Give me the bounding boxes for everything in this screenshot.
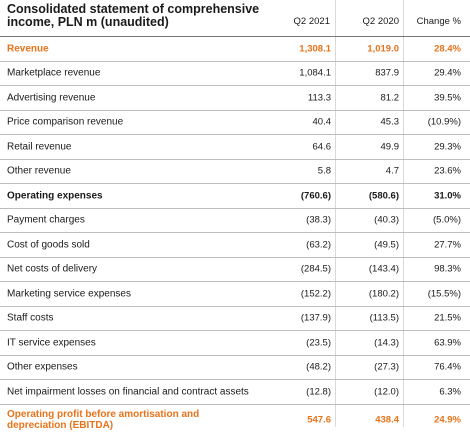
value-change: 39.5% [434, 92, 461, 104]
table-row: Price comparison revenue 40.4 45.3 (10.9… [0, 111, 470, 135]
table-row: Cost of goods sold (63.2) (49.5) 27.7% [0, 233, 470, 258]
value-change: 21.5% [434, 312, 461, 324]
value-q2-2020: (27.3) [374, 361, 399, 373]
value-change: (10.9%) [427, 116, 461, 128]
column-header-q2-2020: Q2 2020 [362, 16, 399, 27]
column-header-change: Change % [416, 16, 461, 27]
value-q2-2020: 45.3 [380, 116, 400, 128]
table-row-revenue: Revenue 1,308.1 1,019.0 28.4% [0, 37, 470, 62]
value-q2-2021: (48.2) [306, 361, 331, 373]
value-change: 6.3% [439, 386, 461, 398]
value-q2-2021: 1,308.1 [299, 43, 331, 55]
table-row: Advertising revenue 113.3 81.2 39.5% [0, 86, 470, 111]
value-q2-2020: (180.2) [368, 288, 399, 300]
table-row-operating-expenses: Operating expenses (760.6) (580.6) 31.0% [0, 184, 470, 209]
value-q2-2020: 1,019.0 [367, 43, 399, 55]
row-label: Staff costs [7, 312, 54, 324]
value-change: 31.0% [434, 190, 461, 202]
row-label: Advertising revenue [7, 92, 96, 104]
value-q2-2020: (40.3) [374, 214, 399, 226]
row-label: Other revenue [7, 165, 71, 177]
row-label: IT service expenses [7, 337, 96, 349]
row-label: Price comparison revenue [7, 116, 124, 128]
value-q2-2020: (580.6) [368, 190, 399, 202]
table-row: Net impairment losses on financial and c… [0, 380, 470, 405]
table-row: Retail revenue 64.6 49.9 29.3% [0, 135, 470, 160]
row-label: Cost of goods sold [7, 239, 90, 251]
value-q2-2020: 837.9 [375, 67, 399, 79]
value-q2-2020: 438.4 [375, 414, 399, 425]
value-q2-2020: (49.5) [374, 239, 399, 251]
table-row: Marketplace revenue 1,084.1 837.9 29.4% [0, 62, 470, 86]
value-q2-2021: (284.5) [300, 263, 331, 275]
row-label: Marketplace revenue [7, 67, 101, 79]
row-label: Net impairment losses on financial and c… [7, 386, 249, 398]
value-change: 27.7% [434, 239, 461, 251]
value-q2-2021: 547.6 [307, 414, 331, 425]
row-label: Retail revenue [7, 141, 72, 153]
row-label: Other expenses [7, 361, 78, 373]
table-row-ebitda: Operating profit before amortisation and… [0, 405, 470, 435]
value-q2-2020: (113.5) [369, 312, 399, 324]
value-change: 76.4% [434, 361, 461, 373]
value-change: 63.9% [434, 337, 461, 349]
value-q2-2021: 5.8 [317, 165, 331, 177]
value-q2-2021: (23.5) [306, 337, 331, 349]
value-q2-2021: (12.8) [306, 386, 331, 398]
value-q2-2020: (14.3) [374, 337, 399, 349]
row-label: Marketing service expenses [7, 288, 131, 300]
table-row: Marketing service expenses (152.2) (180.… [0, 282, 470, 307]
value-q2-2020: 81.2 [380, 92, 400, 104]
value-q2-2020: (143.4) [368, 263, 399, 275]
value-q2-2020: (12.0) [374, 386, 399, 398]
value-q2-2021: 1,084.1 [299, 67, 331, 79]
column-divider [403, 0, 404, 427]
value-q2-2021: (152.2) [300, 288, 331, 300]
value-change: 24.9% [434, 414, 461, 425]
table-row: Other revenue 5.8 4.7 23.6% [0, 160, 470, 184]
value-change: 29.4% [434, 67, 461, 79]
value-q2-2021: 113.3 [307, 92, 331, 104]
table-row: Payment charges (38.3) (40.3) (5.0%) [0, 209, 470, 233]
value-q2-2021: (760.6) [300, 190, 331, 202]
row-label: Payment charges [7, 214, 85, 226]
column-header-q2-2021: Q2 2021 [293, 16, 330, 27]
table-title: Consolidated statement of comprehensive … [7, 2, 260, 29]
value-change: 98.3% [434, 263, 461, 275]
table-row: Other expenses (48.2) (27.3) 76.4% [0, 356, 470, 380]
value-q2-2021: 64.6 [312, 141, 332, 153]
row-label: Revenue [7, 43, 49, 55]
row-label: Operating expenses [7, 190, 103, 202]
table-row: IT service expenses (23.5) (14.3) 63.9% [0, 331, 470, 356]
value-q2-2021: (38.3) [306, 214, 331, 226]
value-change: 28.4% [434, 43, 461, 55]
table-body: Revenue 1,308.1 1,019.0 28.4% Marketplac… [0, 37, 470, 435]
row-label: Operating profit before amortisation and… [7, 408, 200, 431]
value-q2-2020: 4.7 [385, 165, 399, 177]
value-change: (15.5%) [427, 288, 461, 300]
value-change: 23.6% [434, 165, 461, 177]
table-row: Net costs of delivery (284.5) (143.4) 98… [0, 258, 470, 282]
value-q2-2020: 49.9 [380, 141, 400, 153]
value-q2-2021: 40.4 [312, 116, 332, 128]
value-change: 29.3% [434, 141, 461, 153]
value-q2-2021: (63.2) [306, 239, 331, 251]
value-q2-2021: (137.9) [300, 312, 331, 324]
table-header: Consolidated statement of comprehensive … [0, 0, 470, 37]
table-row: Staff costs (137.9) (113.5) 21.5% [0, 307, 470, 331]
row-label: Net costs of delivery [7, 263, 98, 275]
column-divider [335, 0, 336, 427]
value-change: (5.0%) [433, 214, 461, 226]
